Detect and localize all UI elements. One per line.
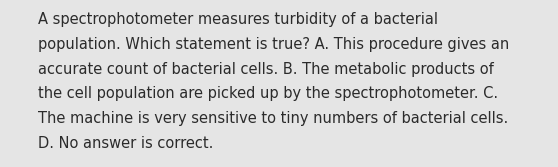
Text: A spectrophotometer measures turbidity of a bacterial: A spectrophotometer measures turbidity o…: [38, 12, 438, 27]
Text: D. No answer is correct.: D. No answer is correct.: [38, 136, 213, 151]
Text: the cell population are picked up by the spectrophotometer. C.: the cell population are picked up by the…: [38, 86, 498, 101]
Text: accurate count of bacterial cells. B. The metabolic products of: accurate count of bacterial cells. B. Th…: [38, 62, 494, 77]
Text: population. Which statement is true? A. This procedure gives an: population. Which statement is true? A. …: [38, 37, 509, 52]
Text: The machine is very sensitive to tiny numbers of bacterial cells.: The machine is very sensitive to tiny nu…: [38, 111, 508, 126]
